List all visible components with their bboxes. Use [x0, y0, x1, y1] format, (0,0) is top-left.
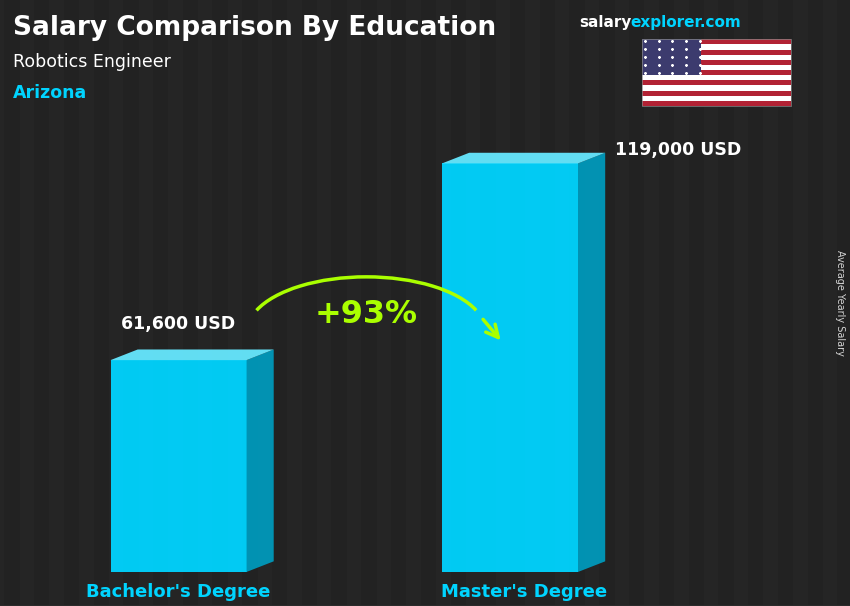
Bar: [642, 44, 790, 50]
Bar: [642, 65, 790, 70]
Bar: [642, 96, 790, 101]
Bar: [642, 55, 790, 60]
Bar: [421, 0, 436, 605]
Text: salary: salary: [580, 15, 632, 30]
Text: Bachelor's Degree: Bachelor's Degree: [87, 583, 270, 601]
Bar: [361, 0, 377, 605]
Bar: [659, 0, 674, 605]
Polygon shape: [442, 153, 605, 164]
Bar: [808, 0, 823, 605]
Bar: [642, 39, 790, 44]
Bar: [183, 0, 198, 605]
Bar: [718, 0, 734, 605]
Bar: [123, 0, 139, 605]
Polygon shape: [110, 350, 274, 360]
Bar: [599, 0, 615, 605]
Bar: [391, 0, 406, 605]
Bar: [642, 75, 790, 81]
Bar: [34, 0, 49, 605]
Bar: [450, 0, 466, 605]
Bar: [242, 0, 258, 605]
Text: explorer.com: explorer.com: [631, 15, 741, 30]
Text: 119,000 USD: 119,000 USD: [615, 141, 742, 159]
Bar: [212, 0, 228, 605]
Bar: [642, 39, 701, 75]
Polygon shape: [110, 360, 246, 572]
Text: +93%: +93%: [314, 299, 418, 330]
Bar: [302, 0, 317, 605]
Bar: [642, 39, 790, 106]
Text: Arizona: Arizona: [13, 84, 87, 102]
Bar: [642, 50, 790, 55]
Bar: [4, 0, 20, 605]
Text: 61,600 USD: 61,600 USD: [122, 315, 235, 333]
Bar: [629, 0, 644, 605]
Text: Average Yearly Salary: Average Yearly Salary: [835, 250, 845, 356]
Text: Robotics Engineer: Robotics Engineer: [13, 53, 171, 72]
Bar: [642, 81, 790, 85]
Bar: [153, 0, 168, 605]
Bar: [837, 0, 850, 605]
Bar: [642, 101, 790, 106]
Bar: [94, 0, 109, 605]
Bar: [748, 0, 763, 605]
Bar: [688, 0, 704, 605]
Polygon shape: [578, 153, 605, 572]
Bar: [332, 0, 347, 605]
Bar: [480, 0, 496, 605]
Polygon shape: [246, 350, 274, 572]
Bar: [570, 0, 585, 605]
Bar: [540, 0, 555, 605]
Bar: [510, 0, 525, 605]
Bar: [64, 0, 79, 605]
Polygon shape: [442, 164, 578, 572]
Text: Salary Comparison By Education: Salary Comparison By Education: [13, 15, 496, 41]
Bar: [642, 70, 790, 75]
Text: Master's Degree: Master's Degree: [440, 583, 607, 601]
Bar: [272, 0, 287, 605]
Bar: [642, 85, 790, 90]
Bar: [642, 90, 790, 96]
Bar: [778, 0, 793, 605]
Bar: [642, 60, 790, 65]
